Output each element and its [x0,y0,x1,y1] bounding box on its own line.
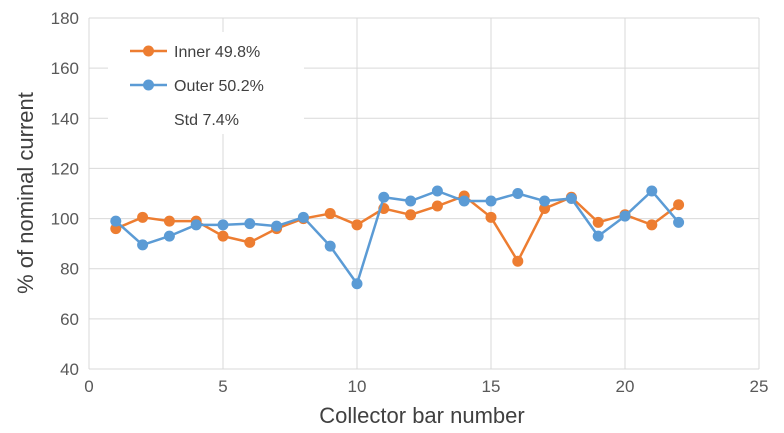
y-tick-label: 160 [51,59,79,78]
data-point [512,255,524,267]
legend: Inner 49.8% Outer 50.2% Std 7.4% [108,32,304,134]
std-annotation: Std 7.4% [174,112,239,129]
data-point [271,220,283,232]
x-tick-labels: 0 5 10 15 20 25 [84,377,768,396]
x-tick-label: 15 [482,377,501,396]
data-point [431,185,443,197]
series-outer [110,185,685,290]
x-tick-label: 10 [348,377,367,396]
data-point [190,219,202,231]
y-tick-label: 60 [60,310,79,329]
data-point [485,195,497,207]
x-tick-label: 25 [750,377,769,396]
x-tick-label: 5 [218,377,227,396]
series-layer [110,185,685,290]
data-point [619,210,631,222]
y-axis-title: % of nominal current [13,92,38,294]
x-axis-title: Collector bar number [319,403,524,428]
data-point [324,208,336,220]
data-point [244,218,256,230]
x-tick-label: 0 [84,377,93,396]
series-line [115,194,680,263]
data-point [512,188,524,199]
data-point [485,211,497,223]
data-point [539,203,551,215]
y-tick-label: 100 [51,210,79,229]
data-point [324,240,336,252]
x-tick-label: 20 [616,377,635,396]
y-tick-label: 180 [51,9,79,28]
data-point [163,215,175,227]
y-tick-label: 40 [60,360,79,379]
data-point [592,216,604,228]
data-point [458,195,470,207]
series-line [114,189,680,286]
data-point [565,193,577,205]
legend-background [108,32,304,134]
data-point [405,209,417,221]
data-point [110,215,122,227]
data-point [217,219,229,231]
data-point [405,195,417,207]
data-point [217,230,229,242]
data-point [351,278,363,290]
data-point [539,195,551,207]
data-point [431,200,443,212]
data-point [646,185,658,197]
legend-marker-inner [143,45,154,57]
data-point [673,216,685,228]
data-point [110,223,122,235]
legend-label-outer: Outer 50.2% [174,78,264,95]
data-point [244,236,256,248]
y-tick-label: 140 [51,109,79,128]
y-tick-label: 80 [60,260,79,279]
data-point [592,230,604,242]
y-tick-labels: 40 60 80 100 120 140 160 180 [51,9,79,379]
legend-marker-outer [143,79,154,91]
data-point [351,219,363,231]
data-point [163,230,175,242]
legend-label-inner: Inner 49.8% [174,44,260,61]
data-point [673,199,685,211]
data-point [646,219,658,231]
y-tick-label: 120 [51,159,79,178]
data-point [297,211,309,223]
data-point [137,239,149,251]
data-point [378,191,390,203]
data-point [137,211,149,223]
